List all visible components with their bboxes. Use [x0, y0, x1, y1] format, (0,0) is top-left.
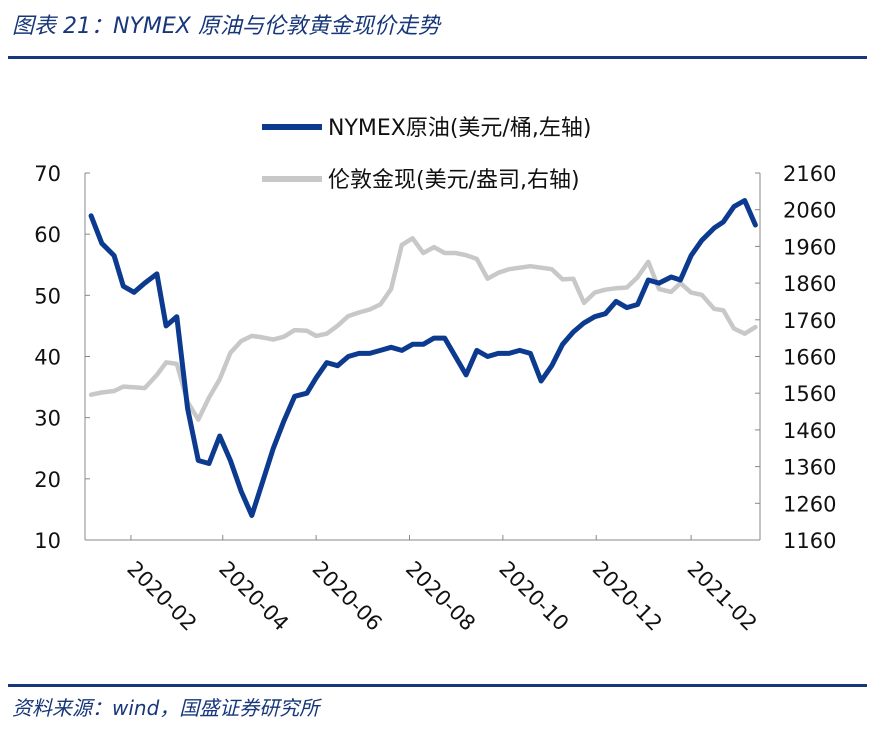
x-tick-label: 2020-10: [494, 557, 573, 636]
right-y-axis: 1160 1260 1360 1460 1560 1660 1760 1860 1960 2060…: [755, 162, 836, 553]
series-line-crude-oil: [88, 198, 758, 518]
right-tick-label: 1260: [783, 492, 836, 516]
legend: NYMEX原油(美元/桶,左轴) 伦敦金现(美元/盎司,右轴): [262, 116, 591, 193]
source-divider: [8, 684, 867, 687]
left-tick-label: 50: [34, 284, 61, 308]
series-layer: [88, 198, 758, 518]
source-note: 资料来源：wind，国盛证券研究所: [12, 696, 320, 720]
right-tick-label: 1960: [783, 235, 836, 259]
right-tick-label: 2160: [783, 162, 836, 186]
plot-area: [84, 173, 761, 541]
left-tick-label: 30: [34, 407, 61, 431]
right-tick-label: 1760: [783, 309, 836, 333]
x-tick-label: 2020-04: [214, 557, 293, 636]
legend-label-crude-oil: NYMEX原油(美元/桶,左轴): [328, 116, 591, 141]
x-tick-label: 2020-02: [122, 557, 201, 636]
left-tick-label: 40: [34, 346, 61, 370]
x-tick-label: 2020-06: [308, 557, 387, 636]
x-axis: 2020-02 2020-04 2020-06 2020-08 2020-10 2020-…: [122, 535, 762, 636]
title-divider: [8, 56, 867, 59]
right-tick-label: 1860: [783, 272, 836, 296]
right-tick-label: 1360: [783, 456, 836, 480]
legend-label-gold: 伦敦金现(美元/盎司,右轴): [328, 168, 580, 193]
right-tick-label: 1660: [783, 346, 836, 370]
left-tick-label: 60: [34, 223, 61, 247]
right-tick-label: 2060: [783, 199, 836, 223]
x-tick-label: 2020-08: [401, 557, 480, 636]
left-tick-label: 70: [34, 162, 61, 186]
right-tick-label: 1160: [783, 529, 836, 553]
right-tick-label: 1560: [783, 382, 836, 406]
x-tick-label: 2021-02: [683, 557, 762, 636]
left-tick-label: 10: [34, 529, 61, 553]
series-line-gold: [88, 236, 758, 422]
left-tick-label: 20: [34, 468, 61, 492]
left-y-axis: 10 20 30 40 50 60 70: [34, 162, 90, 553]
figure-title: 图表 21：NYMEX 原油与伦敦黄金现价走势: [12, 14, 440, 39]
right-tick-label: 1460: [783, 419, 836, 443]
x-tick-label: 2020-12: [588, 557, 667, 636]
